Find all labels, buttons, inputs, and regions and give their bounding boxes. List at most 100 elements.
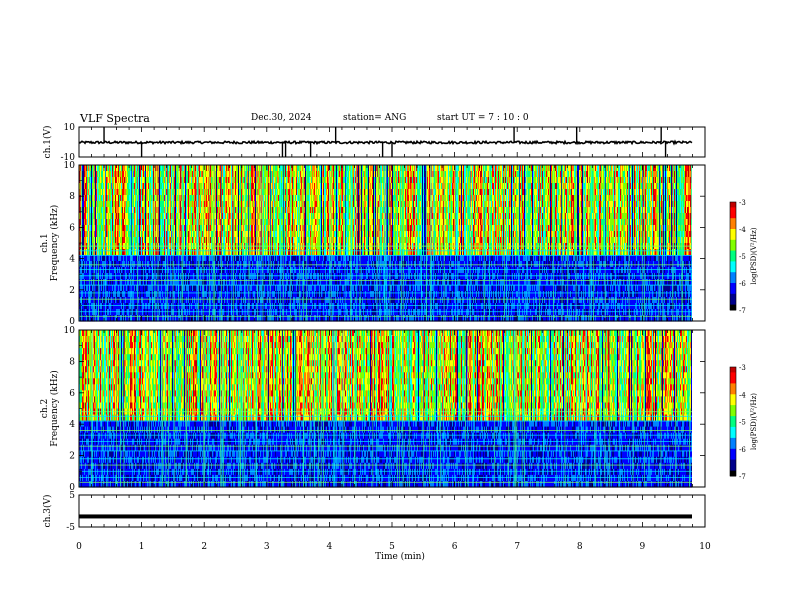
spectrogram-cell [123, 279, 125, 286]
spectrogram-cell [113, 177, 115, 184]
spectrogram-cell [101, 195, 103, 202]
spectrogram-cell [125, 291, 127, 298]
spectrogram-cell [177, 171, 179, 178]
spectrogram-cell [99, 237, 101, 244]
spectrogram-cell [166, 231, 168, 238]
spectrogram-cell [146, 165, 148, 172]
spectrogram-cell [128, 189, 130, 196]
spectrogram-cell [120, 249, 122, 256]
spectrogram-cell [145, 309, 147, 316]
spectrogram-cell [117, 225, 119, 232]
spectrogram-cell [168, 237, 170, 244]
spectrogram-cell [106, 237, 108, 244]
spectrogram-cell [79, 249, 81, 256]
spectrogram-cell [107, 315, 109, 322]
spectrogram-cell [118, 309, 120, 316]
spectrogram-cell [83, 267, 85, 274]
spectrogram-cell [177, 225, 179, 232]
spectrogram-cell [132, 315, 134, 322]
spectrogram-cell [96, 291, 98, 298]
spectrogram-cell [131, 213, 133, 220]
spectrogram-cell [139, 297, 141, 304]
spectrogram-cell [134, 249, 136, 256]
spectrogram-cell [87, 273, 89, 280]
spectrogram-cell [114, 315, 116, 322]
spectrogram-cell [166, 237, 168, 244]
spectrogram-cell [116, 273, 118, 280]
spectrogram-cell [169, 285, 171, 292]
spectrogram-cell [177, 309, 179, 316]
spectrogram-cell [126, 183, 128, 190]
spectrogram-cell [160, 189, 162, 196]
spectrogram-cell [87, 201, 89, 208]
spectrogram-cell [117, 303, 119, 310]
spectrogram-cell [133, 195, 135, 202]
spectrogram-cell [125, 267, 127, 274]
spectrogram-cell [111, 273, 113, 280]
spectrogram-cell [99, 231, 101, 238]
spectrogram-cell [106, 225, 108, 232]
spectrogram-cell [92, 231, 94, 238]
spectrogram-cell [130, 177, 132, 184]
spectrogram-cell [92, 201, 94, 208]
spectrogram-cell [162, 237, 164, 244]
spectrogram-cell [79, 267, 81, 274]
spectrogram-cell [159, 291, 161, 298]
spectrogram-cell [85, 177, 87, 184]
spectrogram-cell [118, 255, 120, 262]
spectrogram-cell [95, 237, 97, 244]
spectrogram-cell [179, 201, 181, 208]
spectrogram-cell [118, 279, 120, 286]
spectrogram-cell [129, 255, 131, 262]
spectrogram-cell [145, 255, 147, 262]
spectrogram-cell [113, 195, 115, 202]
spectrogram-cell [179, 219, 181, 226]
spectrogram-cell [149, 279, 151, 286]
spectrogram-cell [86, 255, 88, 262]
spectrogram-cell [80, 213, 82, 220]
spectrogram-cell [176, 201, 178, 208]
spectrogram-cell [113, 201, 115, 208]
spectrogram-cell [121, 201, 123, 208]
spectrogram-cell [84, 189, 86, 196]
spectrogram-cell [169, 231, 171, 238]
spectrogram-cell [129, 273, 131, 280]
spectrogram-cell [130, 279, 132, 286]
spectrogram-cell [140, 297, 142, 304]
spectrogram-cell [155, 237, 157, 244]
spectrogram-cell [118, 225, 120, 232]
spectrogram-cell [122, 267, 124, 274]
spectrogram-cell [136, 273, 138, 280]
spectrogram-cell [148, 165, 150, 172]
spectrogram-cell [147, 291, 149, 298]
spectrogram-cell [115, 225, 117, 232]
spectrogram-cell [79, 195, 81, 202]
spectrogram-cell [99, 315, 101, 322]
spectrogram-cell [80, 297, 82, 304]
spectrogram-cell [87, 285, 89, 292]
spectrogram-cell [96, 261, 98, 268]
spectrogram-cell [93, 291, 95, 298]
spectrogram-cell [102, 177, 104, 184]
spectrogram-cell [80, 249, 82, 256]
spectrogram-cell [141, 267, 143, 274]
spectrogram-cell [180, 309, 182, 316]
spectrogram-cell [114, 291, 116, 298]
spectrogram-cell [84, 261, 86, 268]
spectrogram-cell [114, 195, 116, 202]
spectrogram-cell [153, 225, 155, 232]
spectrogram-cell [114, 189, 116, 196]
spectrogram-cell [164, 201, 166, 208]
spectrogram-cell [126, 273, 128, 280]
spectrogram-cell [95, 309, 97, 316]
spectrogram-cell [125, 315, 127, 322]
spectrogram-cell [171, 219, 173, 226]
spectrogram-cell [125, 171, 127, 178]
spectrogram-cell [131, 273, 133, 280]
spectrogram-cell [171, 183, 173, 190]
spectrogram-cell [117, 267, 119, 274]
ch1-waveform-line [78, 139, 693, 146]
spectrogram-cell [130, 195, 132, 202]
spectrogram-cell [135, 261, 137, 268]
spectrogram-cell [174, 303, 176, 310]
